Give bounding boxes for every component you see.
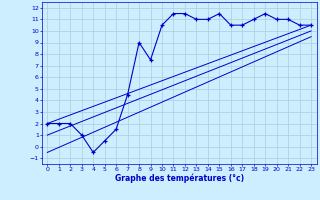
X-axis label: Graphe des températures (°c): Graphe des températures (°c): [115, 173, 244, 183]
